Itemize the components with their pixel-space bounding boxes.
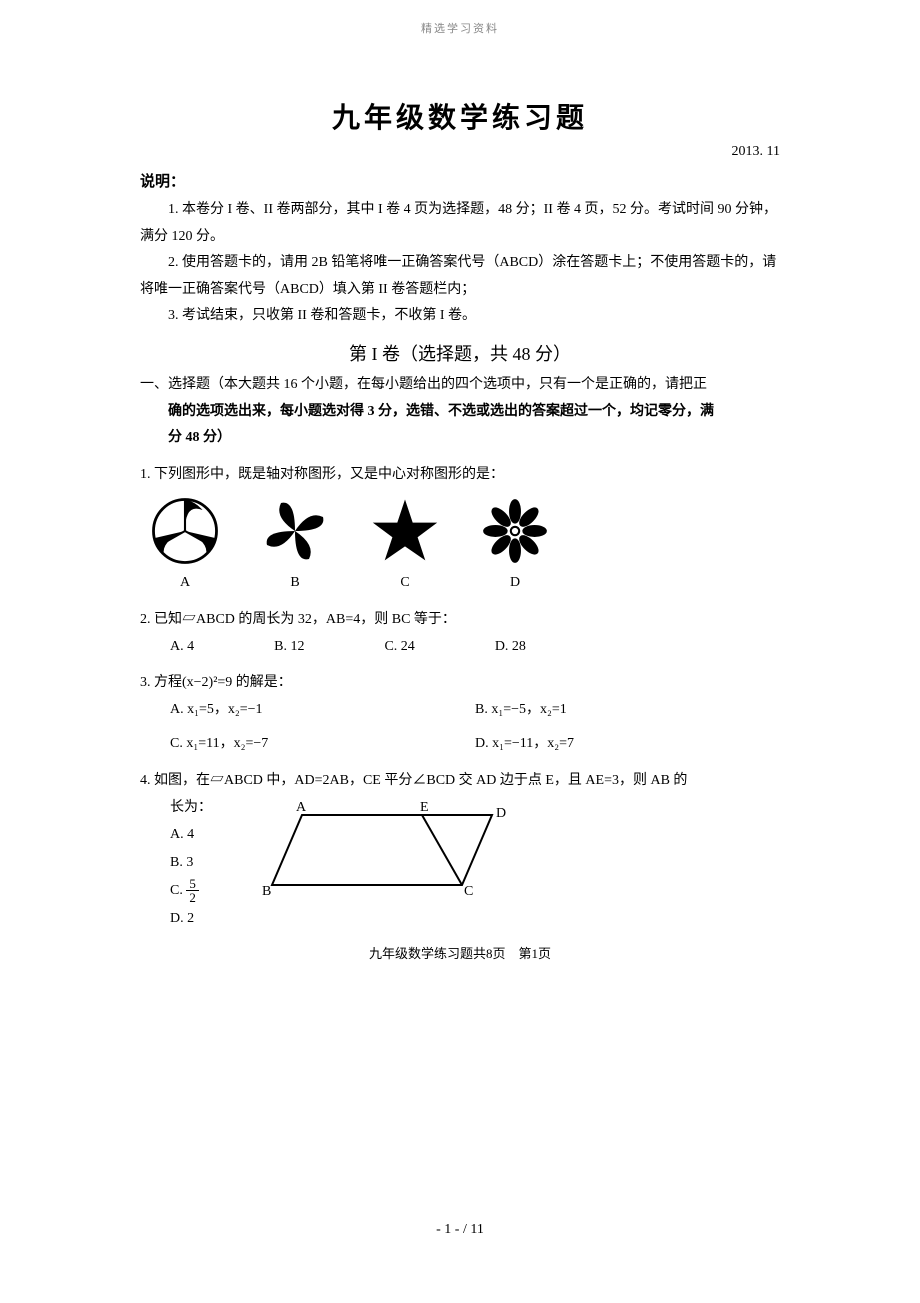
section-1-header: 第 I 卷（选择题，共 48 分） (140, 340, 780, 366)
q3-option-B: B. x₁=−5，x₂=1 (475, 697, 780, 724)
fig-label-A: A (296, 800, 307, 815)
instruction-1: 1. 本卷分 I 卷、II 卷两部分，其中 I 卷 4 页为选择题，48 分；I… (140, 197, 780, 250)
q1-figure-B (260, 496, 330, 566)
q1-label-A: A (180, 570, 190, 597)
question-4: 4. 如图，在▱ABCD 中，AD=2AB，CE 平分∠BCD 交 AD 边于点… (140, 768, 780, 933)
question-2: 2. 已知▱ABCD 的周长为 32，AB=4，则 BC 等于： A. 4 B.… (140, 607, 780, 660)
page: 精选学习资料 九年级数学练习题 2013. 11 说明： 1. 本卷分 I 卷、… (0, 0, 920, 1278)
question-2-options: A. 4 B. 12 C. 24 D. 28 (170, 634, 780, 661)
page-title: 九年级数学练习题 (140, 96, 780, 136)
question-4-figure: A E D B C (252, 795, 512, 916)
q2-option-D: D. 28 (495, 634, 526, 661)
question-3: 3. 方程(x−2)²=9 的解是： A. x₁=5，x₂=−1 B. x₁=−… (140, 670, 780, 758)
q3-option-D: D. x₁=−11，x₂=7 (475, 731, 780, 758)
q1-figure-D (480, 496, 550, 566)
question-3-options: A. x₁=5，x₂=−1 B. x₁=−5，x₂=1 C. x₁=11，x₂=… (170, 697, 780, 758)
question-1-text: 1. 下列图形中，既是轴对称图形，又是中心对称图形的是： (140, 462, 780, 489)
q4-option-C-prefix: C. (170, 883, 186, 898)
question-4-options: A. 4 B. 3 C. 52 D. 2 (170, 821, 212, 933)
q4-option-C-num: 5 (186, 877, 199, 891)
q2-option-A: A. 4 (170, 634, 194, 661)
page-number: - 1 - / 11 (140, 1222, 780, 1238)
q1-figure-A (150, 496, 220, 566)
question-1-figures: A B C (150, 496, 780, 597)
q1-label-D: D (510, 570, 520, 597)
q1-option-D: D (480, 496, 550, 597)
fig-label-E: E (420, 800, 429, 815)
q2-option-C: C. 24 (384, 634, 414, 661)
question-1: 1. 下列图形中，既是轴对称图形，又是中心对称图形的是： A (140, 462, 780, 597)
instruction-2: 2. 使用答题卡的，请用 2B 铅笔将唯一正确答案代号（ABCD）涂在答题卡上；… (140, 250, 780, 303)
section-1-line3: 分 48 分） (140, 425, 780, 452)
q4-option-C: C. 52 (170, 877, 212, 905)
parallelogram-figure: A E D B C (252, 795, 512, 905)
q3-option-A: A. x₁=5，x₂=−1 (170, 697, 475, 724)
q4-option-D: D. 2 (170, 905, 212, 933)
q1-label-C: C (400, 570, 409, 597)
fig-label-C: C (464, 884, 473, 899)
fig-label-B: B (262, 884, 271, 899)
q1-figure-C (370, 496, 440, 566)
section-1-instructions: 一、选择题（本大题共 16 个小题，在每小题给出的四个选项中，只有一个是正确的，… (140, 372, 780, 452)
watermark-label: 精选学习资料 (140, 20, 780, 36)
instructions-label: 说明： (140, 170, 780, 191)
q1-option-C: C (370, 496, 440, 597)
question-4-text: 4. 如图，在▱ABCD 中，AD=2AB，CE 平分∠BCD 交 AD 边于点… (140, 768, 780, 795)
q1-option-A: A (150, 496, 220, 597)
question-4-text2: 长为： (170, 795, 212, 822)
inner-page-footer: 九年级数学练习题共8页 第1页 (140, 943, 780, 962)
section-1-line1: 一、选择题（本大题共 16 个小题，在每小题给出的四个选项中，只有一个是正确的，… (140, 372, 780, 399)
q4-option-C-den: 2 (186, 891, 199, 904)
q1-label-B: B (290, 570, 299, 597)
q1-option-B: B (260, 496, 330, 597)
q4-option-B: B. 3 (170, 849, 212, 877)
fig-label-D: D (496, 806, 506, 821)
q4-option-A: A. 4 (170, 821, 212, 849)
section-1-line2: 确的选项选出来，每小题选对得 3 分，选错、不选或选出的答案超过一个，均记零分，… (140, 399, 780, 426)
instruction-3: 3. 考试结束，只收第 II 卷和答题卡，不收第 I 卷。 (140, 303, 780, 330)
question-3-text: 3. 方程(x−2)²=9 的解是： (140, 670, 780, 697)
exam-date: 2013. 11 (140, 144, 780, 160)
q3-option-C: C. x₁=11，x₂=−7 (170, 731, 475, 758)
question-2-text: 2. 已知▱ABCD 的周长为 32，AB=4，则 BC 等于： (140, 607, 780, 634)
q2-option-B: B. 12 (274, 634, 304, 661)
